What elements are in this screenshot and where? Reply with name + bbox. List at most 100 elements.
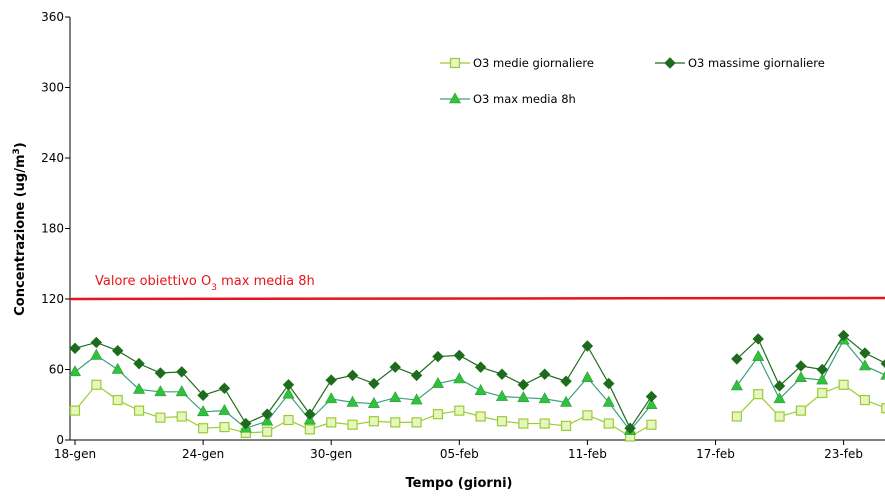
data-point [69,342,81,355]
data-point [389,361,401,373]
x-tick-label: 05-feb [440,447,479,461]
y-tick-label: 120 [41,292,64,306]
data-point [560,420,572,431]
series-0 [69,379,885,442]
legend-marker [448,92,462,104]
data-point [176,411,187,422]
legend-marker [449,57,461,69]
x-tick-label: 24-gen [182,447,224,461]
data-point [859,394,871,406]
y-tick-label: 300 [41,81,64,95]
data-point [431,376,444,388]
data-point [198,423,209,434]
legend-label: O3 max media 8h [473,92,576,106]
x-tick-label: 11-feb [568,447,607,461]
data-point [197,389,209,402]
data-point [453,372,466,384]
y-tick-label: 360 [41,10,64,24]
data-point [325,392,338,404]
data-point [453,349,466,362]
y-axis-title-main: Concentrazione (ug/m [13,154,28,315]
x-tick-label: 17-feb [696,447,735,461]
data-point [133,357,145,370]
data-point [881,403,885,414]
data-point [155,412,166,423]
data-point [539,418,550,429]
data-point [731,353,743,365]
data-point [496,416,508,427]
data-point [90,336,103,349]
data-point [581,340,594,352]
data-point [282,379,295,391]
data-point [731,411,742,422]
data-point [518,418,529,429]
legend-label: O3 massime giornaliere [688,56,825,70]
data-point [282,387,295,399]
data-point [154,385,167,397]
data-point [837,329,850,342]
data-point [283,414,294,426]
data-point [753,389,764,400]
data-point [133,405,145,416]
data-point [645,390,658,403]
data-point [795,360,807,372]
data-point [368,377,380,390]
y-axis-title-close: ) [13,142,28,148]
data-point [90,348,103,360]
data-point [304,424,315,435]
reference-label-sub: 3 [211,283,217,293]
data-point [133,382,146,394]
data-point [410,393,423,405]
series-1 [69,329,885,434]
axes [69,17,885,441]
data-point [794,371,807,383]
reference-label-main: Valore obiettivo O [95,274,211,289]
data-point [603,377,615,390]
data-point [389,391,402,403]
data-point [560,395,573,407]
data-point [752,333,764,345]
series-line [74,341,652,430]
data-point [880,359,885,369]
reference-line-group [69,296,885,301]
x-axis-title: Tempo (giorni) [406,476,513,491]
data-point [475,411,486,422]
data-point [112,394,123,406]
y-axis-title: Concentrazione (ug/m3) [12,142,28,315]
data-point [816,373,829,385]
data-point [646,419,657,430]
data-point [219,421,230,433]
data-point [838,379,849,390]
data-point [474,361,487,373]
data-point [240,417,252,430]
data-point [538,368,551,380]
data-point [880,371,885,380]
data-point [175,385,188,397]
x-tick-label: 23-feb [824,447,863,461]
legend-entry: O3 max media 8h [440,92,576,106]
data-point [773,392,786,404]
data-point [474,384,487,395]
data-point [645,398,658,410]
legend-entry: O3 massime giornaliere [655,56,825,70]
data-point [581,371,594,383]
y-tick-label: 240 [41,151,64,165]
y-axis-title-sup: 3 [12,148,22,154]
data-point [154,367,167,379]
data-point [346,369,359,382]
data-point [304,408,316,420]
data-point [111,344,124,357]
data-point [197,405,210,417]
data-point [261,408,273,420]
data-point [432,409,444,420]
x-tick-label: 18-gen [54,447,96,461]
data-point [560,375,572,387]
y-tick-label: 60 [49,363,64,377]
data-point [774,411,785,422]
data-point [859,347,871,359]
data-point [218,382,231,395]
data-point [346,395,359,407]
ticks: 0 60 120 180 240 300 360 18-gen 24-gen 30-gen 05-f… [41,10,863,461]
data-point [603,418,614,429]
